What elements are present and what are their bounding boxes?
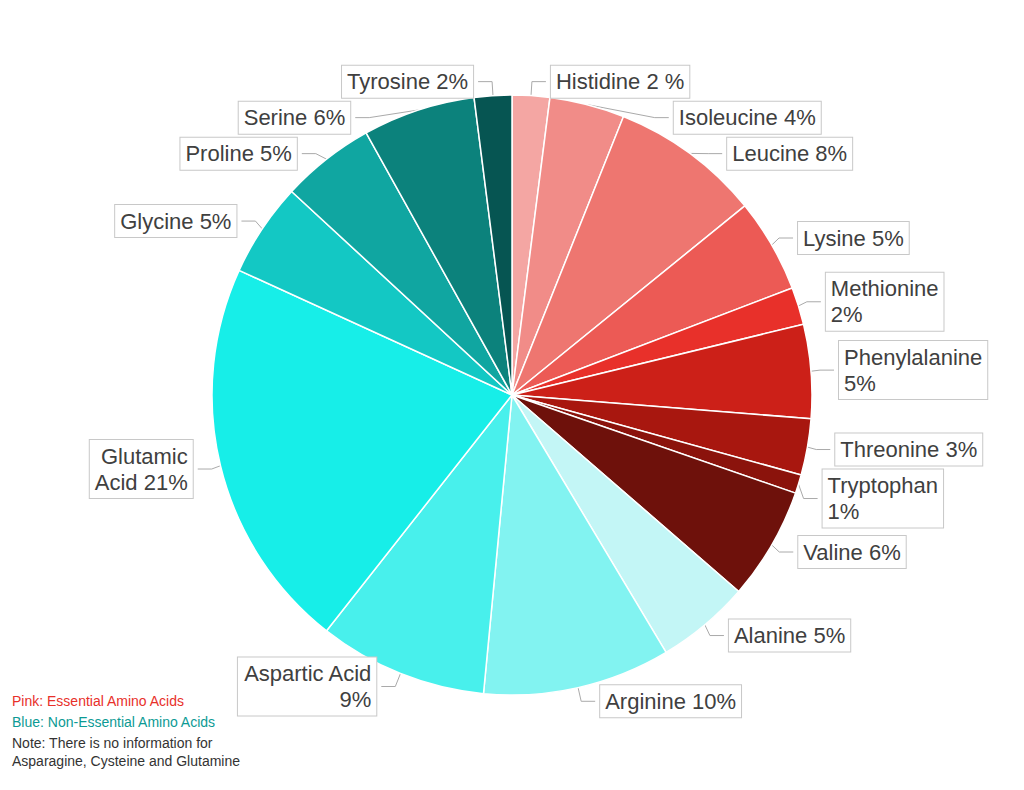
svg-text:Tyrosine 2%: Tyrosine 2% (347, 69, 468, 94)
svg-text:Serine 6%: Serine 6% (244, 105, 346, 130)
svg-text:Methionine: Methionine (831, 276, 939, 301)
svg-text:Leucine 8%: Leucine 8% (732, 141, 847, 166)
svg-text:Arginine 10%: Arginine 10% (605, 689, 736, 714)
svg-text:Alanine 5%: Alanine 5% (734, 623, 845, 648)
svg-text:Blue: Non-Essential Amino Acid: Blue: Non-Essential Amino Acids (12, 714, 215, 730)
svg-text:5%: 5% (844, 371, 876, 396)
svg-text:2%: 2% (831, 302, 863, 327)
svg-text:1%: 1% (828, 499, 860, 524)
svg-text:Proline 5%: Proline 5% (185, 141, 291, 166)
svg-text:Pink: Essential Amino Acids: Pink: Essential Amino Acids (12, 693, 184, 709)
svg-text:9%: 9% (340, 687, 372, 712)
svg-text:Aspartic Acid: Aspartic Acid (244, 661, 371, 686)
svg-text:Isoleucine 4%: Isoleucine 4% (679, 105, 816, 130)
svg-text:Note: There is no information: Note: There is no information for (12, 735, 213, 751)
svg-text:Histidine 2 %: Histidine 2 % (556, 69, 684, 94)
svg-text:Asparagine, Cysteine and Gluta: Asparagine, Cysteine and Glutamine (12, 753, 240, 769)
svg-text:Phenylalanine: Phenylalanine (844, 345, 982, 370)
svg-text:Lysine 5%: Lysine 5% (803, 226, 904, 251)
svg-text:Tryptophan: Tryptophan (828, 473, 938, 498)
svg-text:Threonine 3%: Threonine 3% (840, 437, 977, 462)
svg-text:Valine 6%: Valine 6% (803, 540, 900, 565)
svg-text:Glycine 5%: Glycine 5% (120, 209, 231, 234)
svg-text:Acid 21%: Acid 21% (95, 470, 188, 495)
svg-text:Glutamic: Glutamic (101, 444, 188, 469)
